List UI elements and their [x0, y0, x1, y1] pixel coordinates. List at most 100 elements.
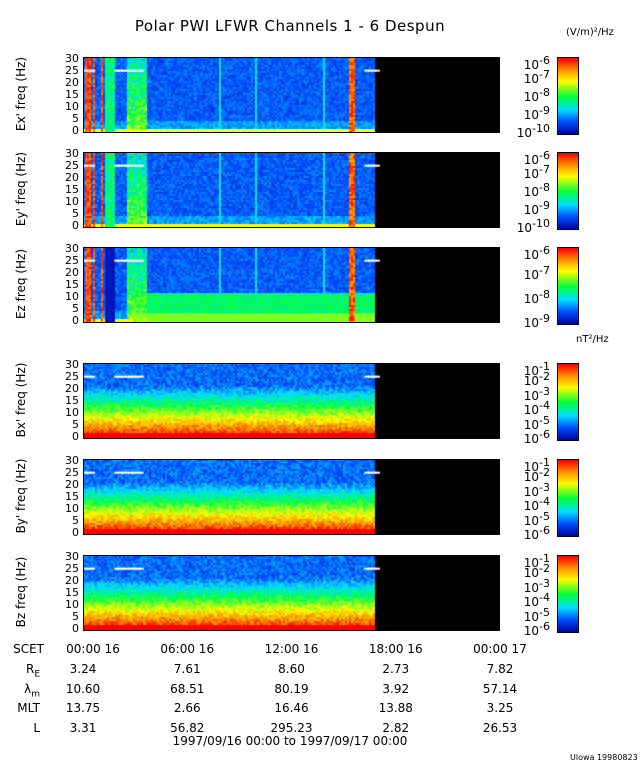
- tick-exponent: -9: [539, 312, 550, 325]
- ephemeris-value: 8.60: [278, 662, 305, 676]
- ephemeris-value: 3.31: [69, 720, 97, 735]
- tick-exponent: -9: [539, 199, 550, 212]
- bx-ylabel: Bx' freq (Hz): [14, 362, 28, 438]
- tick-base: 10: [523, 417, 540, 432]
- tick-exponent: -7: [539, 163, 550, 176]
- bx-colorbar-tick: 10-6: [510, 429, 550, 446]
- bz-colorbar-tick: 10-3: [510, 576, 550, 594]
- ex-colorbar-tick: 10-9: [510, 105, 550, 122]
- tick-base: 10: [523, 528, 540, 542]
- ephemeris-row-label: λm: [0, 682, 40, 699]
- tick-base: 10: [523, 316, 540, 330]
- by-spectrogram: [83, 459, 500, 535]
- ey-ytick: 15: [65, 183, 79, 196]
- ex-ytick: 10: [65, 100, 79, 113]
- tick-base: 10: [523, 58, 540, 72]
- by-ytick: 25: [65, 466, 79, 479]
- ey-ytick: 20: [65, 171, 79, 184]
- bx-colorbar-tick: 10-3: [510, 385, 550, 402]
- by-colorbar-tick: 10-6: [510, 525, 550, 542]
- date-range: 1997/09/16 00:00 to 1997/09/17 00:00: [172, 734, 408, 748]
- row-label-text: λ: [24, 681, 32, 696]
- ez-colorbar-tick: 10-8: [510, 289, 550, 306]
- b-colorbar-unit: nT²/Hz: [576, 334, 609, 345]
- time-tick-label: 00:00 17: [473, 642, 527, 656]
- tick-base: 10: [516, 221, 533, 235]
- ex-ytick: 20: [65, 76, 79, 89]
- ey-colorbar-tick: 10-9: [510, 199, 550, 217]
- bz-axes-frame: [83, 555, 500, 631]
- tick-base: 10: [523, 513, 540, 528]
- tick-base: 10: [523, 167, 540, 181]
- ez-colorbar-tick: 10-9: [510, 312, 550, 330]
- tick-exponent: -5: [539, 605, 550, 619]
- by-ytick: 30: [65, 454, 79, 467]
- ez-colorbar-tick: 10-7: [510, 265, 550, 282]
- bz-colorbar-tick: 10-4: [510, 592, 550, 609]
- row-label-subscript: m: [31, 688, 40, 699]
- by-colorbar-tick: 10-3: [510, 481, 550, 499]
- ez-spectrogram: [83, 247, 500, 323]
- ey-ytick: 0: [72, 219, 79, 232]
- ey-ytick: 10: [65, 195, 79, 208]
- bx-colorbar-tick: 10-4: [510, 399, 550, 417]
- bx-spectrogram: [83, 363, 500, 439]
- tick-base: 10: [523, 364, 540, 378]
- tick-base: 10: [523, 556, 540, 570]
- tick-base: 10: [523, 609, 540, 624]
- bz-colorbar-tick: 10-1: [510, 552, 550, 570]
- tick-exponent: -3: [539, 576, 550, 590]
- ez-ytick: 10: [65, 290, 79, 303]
- bx-ytick: 25: [65, 370, 79, 383]
- tick-exponent: -10: [532, 122, 550, 135]
- by-ytick: 5: [72, 514, 79, 527]
- tick-base: 10: [523, 90, 540, 104]
- by-colorbar-tick: 10-2: [510, 466, 550, 484]
- ex-ytick: 30: [65, 52, 79, 65]
- ephemeris-value: 16.46: [274, 701, 309, 715]
- time-tick-label: 00:00 16: [66, 642, 120, 656]
- ephemeris-value: 3.92: [382, 681, 410, 696]
- bz-ytick: 30: [65, 550, 79, 563]
- tick-base: 10: [523, 374, 540, 389]
- tick-base: 10: [523, 108, 540, 122]
- by-ytick: 0: [72, 526, 79, 539]
- tick-exponent: -1: [539, 552, 550, 565]
- tick-base: 10: [523, 460, 540, 474]
- bz-ytick: 5: [72, 610, 79, 623]
- ey-colorbar-tick: 10-8: [510, 182, 550, 199]
- time-tick-label: 18:00 16: [368, 642, 423, 656]
- tick-base: 10: [516, 126, 533, 140]
- figure-title: Polar PWI LFWR Channels 1 - 6 Despun: [134, 17, 446, 35]
- bz-ytick: 20: [65, 574, 79, 587]
- ephemeris-value: 2.82: [382, 720, 410, 735]
- bz-ytick: 25: [65, 562, 79, 575]
- ex-colorbar: [557, 57, 579, 135]
- ex-ytick: 0: [72, 124, 79, 137]
- ephemeris-value: 295.23: [270, 720, 313, 735]
- ex-axes-frame: [83, 57, 500, 133]
- tick-exponent: -6: [539, 149, 550, 162]
- bz-colorbar-tick: 10-5: [510, 605, 550, 624]
- tick-exponent: -5: [539, 509, 550, 523]
- tick-exponent: -6: [539, 244, 550, 257]
- tick-base: 10: [523, 268, 540, 282]
- tick-base: 10: [523, 484, 540, 499]
- ephemeris-value: 26.53: [482, 720, 518, 735]
- scet-label: SCET: [13, 642, 44, 656]
- ephemeris-value: 57.14: [482, 681, 518, 696]
- tick-exponent: -4: [539, 399, 550, 413]
- ey-axes-frame: [83, 152, 500, 228]
- ex-ytick: 25: [65, 64, 79, 77]
- bz-colorbar-tick: 10-6: [510, 621, 550, 638]
- tick-exponent: -2: [539, 466, 550, 480]
- ex-ylabel: Ex' freq (Hz): [14, 56, 28, 132]
- ey-ytick: 25: [65, 159, 79, 172]
- tick-base: 10: [523, 432, 540, 446]
- ephemeris-value: 3.24: [69, 662, 97, 676]
- ey-ylabel: Ey' freq (Hz): [14, 151, 28, 227]
- tick-base: 10: [523, 185, 540, 199]
- ey-colorbar-tick: 10-7: [510, 163, 550, 181]
- ephemeris-value: 56.82: [170, 720, 205, 735]
